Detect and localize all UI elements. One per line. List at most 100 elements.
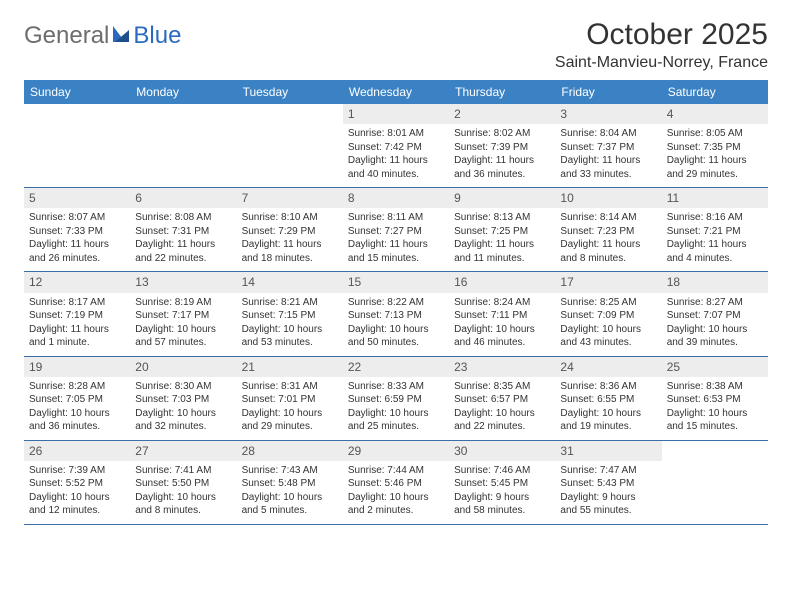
calendar-day-cell: 5Sunrise: 8:07 AMSunset: 7:33 PMDaylight… <box>24 188 130 271</box>
location-label: Saint-Manvieu-Norrey, France <box>555 54 768 72</box>
sunrise-text: Sunrise: 8:13 AM <box>454 211 550 225</box>
daylight-text: Daylight: 11 hours <box>667 154 763 168</box>
calendar-week-row: 12Sunrise: 8:17 AMSunset: 7:19 PMDayligh… <box>24 272 768 356</box>
daylight-text: Daylight: 10 hours <box>135 323 231 337</box>
day-number: 18 <box>662 272 768 292</box>
sunrise-text: Sunrise: 7:47 AM <box>560 464 656 478</box>
daylight-text: Daylight: 10 hours <box>348 491 444 505</box>
sunrise-text: Sunrise: 8:19 AM <box>135 296 231 310</box>
calendar-day-cell: 8 Sunrise: 8:11 AMSunset: 7:27 PMDaylight… <box>343 188 449 271</box>
day-number: 26 <box>24 441 130 461</box>
sunset-text: Sunset: 6:55 PM <box>560 393 656 407</box>
sunrise-text: Sunrise: 8:02 AM <box>454 127 550 141</box>
daylight-text: and 12 minutes. <box>29 504 125 518</box>
daylight-text: and 22 minutes. <box>454 420 550 434</box>
weekday-header: Sunday <box>24 80 130 104</box>
sunset-text: Sunset: 7:27 PM <box>348 225 444 239</box>
daylight-text: Daylight: 11 hours <box>348 238 444 252</box>
daylight-text: Daylight: 11 hours <box>560 154 656 168</box>
sunset-text: Sunset: 7:15 PM <box>242 309 338 323</box>
calendar-day-cell: 16Sunrise: 8:24 AMSunset: 7:11 PMDayligh… <box>449 272 555 355</box>
daylight-text: Daylight: 10 hours <box>667 407 763 421</box>
day-number: 5 <box>24 188 130 208</box>
daylight-text: Daylight: 11 hours <box>135 238 231 252</box>
calendar-day-cell: 4Sunrise: 8:05 AMSunset: 7:35 PMDaylight… <box>662 104 768 187</box>
sunrise-text: Sunrise: 8:25 AM <box>560 296 656 310</box>
day-number: 7 <box>237 188 343 208</box>
day-number: 3 <box>555 104 661 124</box>
daylight-text: and 36 minutes. <box>454 168 550 182</box>
day-number: 9 <box>449 188 555 208</box>
day-number: 10 <box>555 188 661 208</box>
brand-logo: General Blue <box>24 18 181 50</box>
calendar-day-cell: 22Sunrise: 8:33 AMSunset: 6:59 PMDayligh… <box>343 357 449 440</box>
sunrise-text: Sunrise: 8:17 AM <box>29 296 125 310</box>
weekday-header: Monday <box>130 80 236 104</box>
calendar-week-row: 26Sunrise: 7:39 AMSunset: 5:52 PMDayligh… <box>24 441 768 525</box>
sunset-text: Sunset: 7:42 PM <box>348 141 444 155</box>
title-block: October 2025 Saint-Manvieu-Norrey, Franc… <box>555 18 768 72</box>
sunset-text: Sunset: 7:23 PM <box>560 225 656 239</box>
calendar-day-cell: 24Sunrise: 8:36 AMSunset: 6:55 PMDayligh… <box>555 357 661 440</box>
day-number: 8 <box>343 188 449 208</box>
sunset-text: Sunset: 6:59 PM <box>348 393 444 407</box>
calendar-week-row: 5Sunrise: 8:07 AMSunset: 7:33 PMDaylight… <box>24 188 768 272</box>
calendar-day-cell: 20Sunrise: 8:30 AMSunset: 7:03 PMDayligh… <box>130 357 236 440</box>
calendar-day-cell <box>24 104 130 187</box>
sunrise-text: Sunrise: 7:39 AM <box>29 464 125 478</box>
weekday-header: Friday <box>555 80 661 104</box>
day-number: 1 <box>343 104 449 124</box>
daylight-text: and 53 minutes. <box>242 336 338 350</box>
day-number: 6 <box>130 188 236 208</box>
calendar-day-cell: 29Sunrise: 7:44 AMSunset: 5:46 PMDayligh… <box>343 441 449 524</box>
sunset-text: Sunset: 7:13 PM <box>348 309 444 323</box>
day-number: 17 <box>555 272 661 292</box>
day-number: 21 <box>237 357 343 377</box>
weekday-header: Tuesday <box>237 80 343 104</box>
sunrise-text: Sunrise: 8:08 AM <box>135 211 231 225</box>
page-header: General Blue October 2025 Saint-Manvieu-… <box>24 18 768 72</box>
sunrise-text: Sunrise: 8:38 AM <box>667 380 763 394</box>
daylight-text: Daylight: 10 hours <box>348 407 444 421</box>
sunrise-text: Sunrise: 8:11 AM <box>348 211 444 225</box>
calendar-day-cell: 10Sunrise: 8:14 AMSunset: 7:23 PMDayligh… <box>555 188 661 271</box>
daylight-text: Daylight: 9 hours <box>454 491 550 505</box>
daylight-text: and 2 minutes. <box>348 504 444 518</box>
calendar-day-cell: 9Sunrise: 8:13 AMSunset: 7:25 PMDaylight… <box>449 188 555 271</box>
day-number: 22 <box>343 357 449 377</box>
daylight-text: and 33 minutes. <box>560 168 656 182</box>
day-number: 2 <box>449 104 555 124</box>
daylight-text: and 29 minutes. <box>667 168 763 182</box>
day-number: 30 <box>449 441 555 461</box>
day-number: 20 <box>130 357 236 377</box>
sunrise-text: Sunrise: 8:21 AM <box>242 296 338 310</box>
calendar-day-cell: 28Sunrise: 7:43 AMSunset: 5:48 PMDayligh… <box>237 441 343 524</box>
calendar-week-row: 19Sunrise: 8:28 AMSunset: 7:05 PMDayligh… <box>24 357 768 441</box>
calendar-day-cell: 3Sunrise: 8:04 AMSunset: 7:37 PMDaylight… <box>555 104 661 187</box>
calendar-day-cell: 11Sunrise: 8:16 AMSunset: 7:21 PMDayligh… <box>662 188 768 271</box>
daylight-text: Daylight: 11 hours <box>454 154 550 168</box>
sunrise-text: Sunrise: 8:01 AM <box>348 127 444 141</box>
daylight-text: Daylight: 10 hours <box>242 491 338 505</box>
daylight-text: Daylight: 9 hours <box>560 491 656 505</box>
daylight-text: and 58 minutes. <box>454 504 550 518</box>
sunset-text: Sunset: 7:17 PM <box>135 309 231 323</box>
sunset-text: Sunset: 7:35 PM <box>667 141 763 155</box>
day-number: 11 <box>662 188 768 208</box>
calendar-day-cell: 23Sunrise: 8:35 AMSunset: 6:57 PMDayligh… <box>449 357 555 440</box>
daylight-text: and 57 minutes. <box>135 336 231 350</box>
daylight-text: and 22 minutes. <box>135 252 231 266</box>
sunset-text: Sunset: 7:31 PM <box>135 225 231 239</box>
sunset-text: Sunset: 7:25 PM <box>454 225 550 239</box>
calendar-day-cell <box>237 104 343 187</box>
sunrise-text: Sunrise: 7:44 AM <box>348 464 444 478</box>
calendar-day-cell <box>662 441 768 524</box>
calendar-page: General Blue October 2025 Saint-Manvieu-… <box>0 0 792 543</box>
sunrise-text: Sunrise: 8:04 AM <box>560 127 656 141</box>
day-number: 28 <box>237 441 343 461</box>
sunrise-text: Sunrise: 7:41 AM <box>135 464 231 478</box>
sunrise-text: Sunrise: 7:46 AM <box>454 464 550 478</box>
calendar-day-cell: 18Sunrise: 8:27 AMSunset: 7:07 PMDayligh… <box>662 272 768 355</box>
day-number: 29 <box>343 441 449 461</box>
day-number: 31 <box>555 441 661 461</box>
